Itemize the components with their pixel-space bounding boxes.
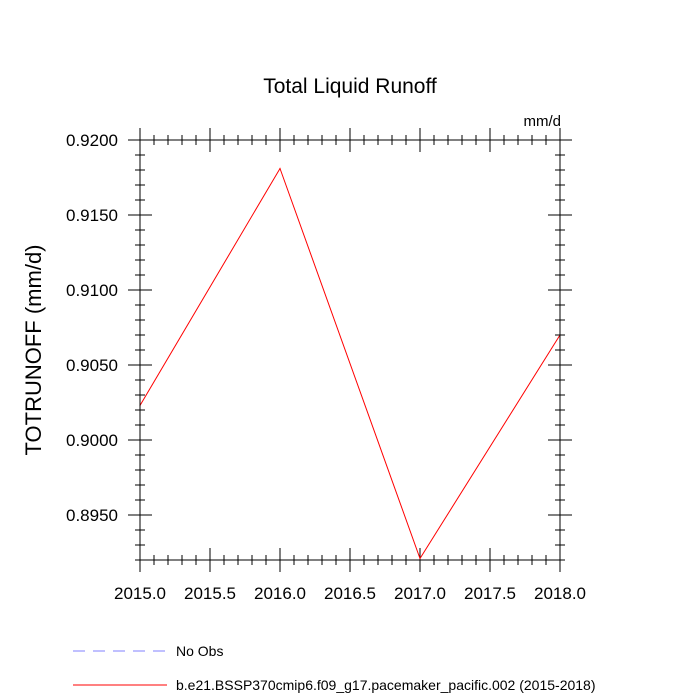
minor-ticks — [135, 135, 565, 565]
y-tick-label: 0.9200 — [66, 131, 118, 150]
y-tick-labels: 0.8950 0.9000 0.9050 0.9100 0.9150 0.9200 — [66, 131, 118, 525]
x-tick-label: 2016.0 — [254, 584, 306, 603]
series-layer — [139, 167, 561, 560]
legend-label: b.e21.BSSP370cmip6.f09_g17.pacemaker_pac… — [176, 677, 596, 693]
y-tick-label: 0.8950 — [66, 506, 118, 525]
y-tick-label: 0.9150 — [66, 206, 118, 225]
x-tick-label: 2015.0 — [114, 584, 166, 603]
series-point — [279, 167, 281, 170]
x-tick-label: 2017.0 — [394, 584, 446, 603]
legend: No Obs b.e21.BSSP370cmip6.f09_g17.pacemak… — [73, 643, 596, 693]
units-label: mm/d — [524, 113, 562, 130]
chart-title: Total Liquid Runoff — [263, 75, 437, 98]
x-tick-label: 2015.5 — [184, 584, 236, 603]
legend-label: No Obs — [176, 643, 223, 659]
y-axis-label: TOTRUNOFF (mm/d) — [21, 244, 46, 455]
x-tick-label: 2016.5 — [324, 584, 376, 603]
x-tick-label: 2017.5 — [464, 584, 516, 603]
y-tick-label: 0.9100 — [66, 281, 118, 300]
series-point — [419, 557, 421, 560]
x-tick-label: 2018.0 — [534, 584, 586, 603]
y-tick-label: 0.9000 — [66, 431, 118, 450]
x-tick-labels: 2015.0 2015.5 2016.0 2016.5 2017.0 2017.5 2018… — [114, 584, 586, 603]
plot-frame — [139, 139, 561, 561]
y-tick-label: 0.9050 — [66, 356, 118, 375]
series-line — [139, 167, 561, 560]
major-ticks — [128, 128, 572, 572]
